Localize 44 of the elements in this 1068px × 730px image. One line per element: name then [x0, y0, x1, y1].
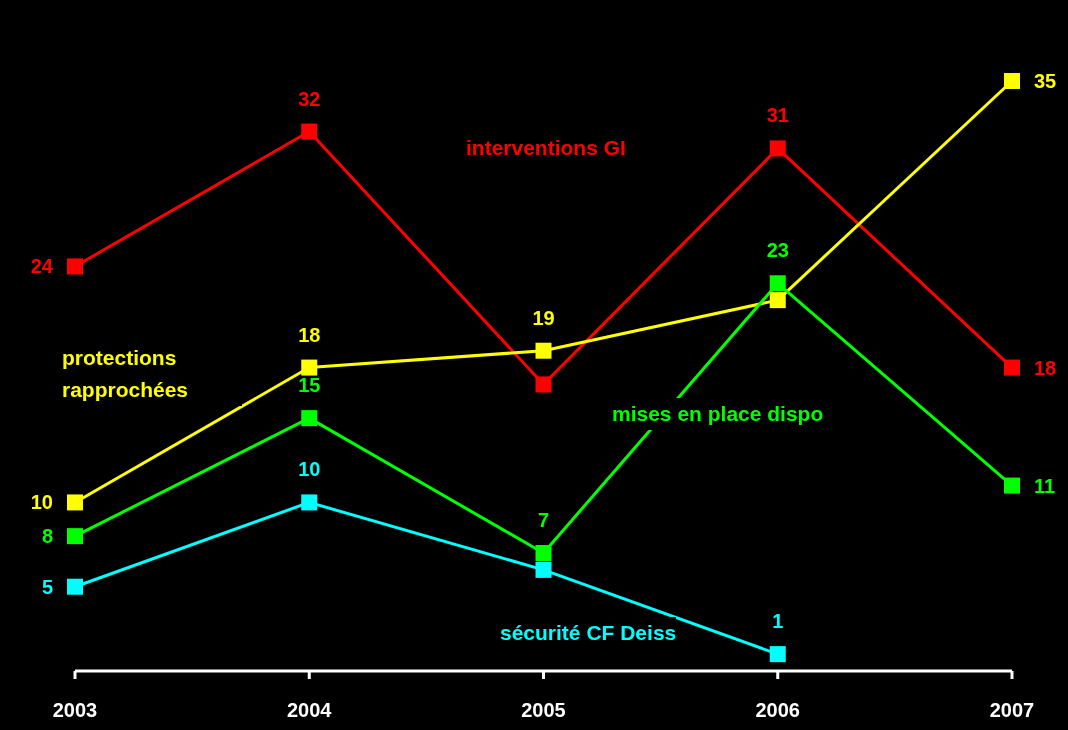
point — [67, 494, 83, 511]
data-label: 10 — [298, 458, 321, 481]
data-label: 19 — [532, 306, 555, 329]
point — [1004, 477, 1020, 494]
point — [1004, 73, 1020, 89]
data-label: 32 — [298, 87, 321, 110]
point — [535, 561, 552, 578]
x-tick-label: 2006 — [755, 699, 800, 722]
data-label: 11 — [1034, 474, 1056, 497]
series-label: mises en place dispo — [612, 398, 824, 430]
point — [301, 123, 318, 140]
point — [769, 646, 786, 663]
data-label: 18 — [1034, 356, 1057, 379]
x-tick-label: 2005 — [521, 699, 566, 722]
text: interventions GI — [466, 132, 626, 164]
point — [301, 410, 318, 427]
point — [67, 258, 83, 275]
data-label: 18 — [298, 323, 321, 346]
point — [1004, 359, 1020, 376]
point — [535, 342, 552, 359]
data-label: 10 — [30, 491, 53, 514]
series-label: sécurité CF Deiss — [500, 617, 677, 649]
point — [535, 545, 552, 561]
data-label: 24 — [30, 255, 54, 278]
data-label: 7 — [537, 509, 550, 531]
point — [769, 140, 786, 157]
data-label: 8 — [41, 525, 53, 548]
series-label: protections rapprochées — [62, 342, 242, 406]
point — [67, 528, 83, 545]
x-tick-label: 2007 — [989, 699, 1035, 722]
point — [769, 275, 786, 292]
point — [301, 494, 318, 511]
data-label: 5 — [41, 575, 53, 598]
data-label: 15 — [298, 374, 321, 397]
data-label: 35 — [1034, 70, 1057, 92]
point — [301, 359, 318, 376]
data-label: 1 — [772, 610, 784, 633]
point — [769, 292, 786, 309]
data-label: 23 — [766, 239, 789, 262]
point — [67, 578, 83, 595]
point — [535, 376, 552, 393]
x-tick-label: 2003 — [52, 699, 98, 722]
x-tick-label: 2004 — [287, 699, 333, 722]
data-label: 31 — [766, 104, 789, 127]
